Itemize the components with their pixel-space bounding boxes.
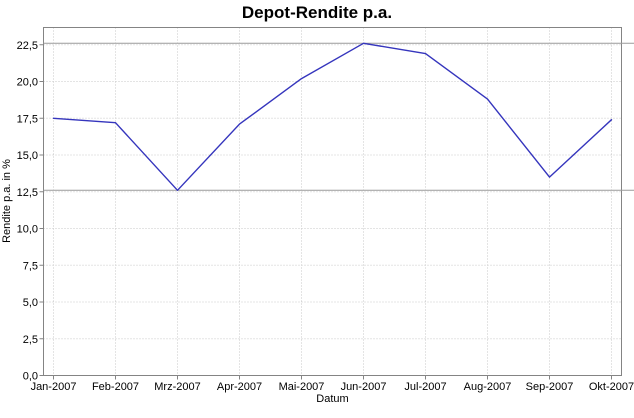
x-tick-label: Jan-2007 (31, 381, 77, 393)
x-tick-label: Okt-2007 (589, 381, 634, 393)
y-tick-label: 20,0 (17, 77, 38, 89)
x-tick-label: Feb-2007 (92, 381, 139, 393)
y-axis-title: Rendite p.a. in % (1, 159, 13, 243)
y-tick-label: 7,5 (23, 260, 38, 272)
x-axis-title: Datum (316, 393, 349, 405)
y-tick-label: 5,0 (23, 297, 38, 309)
x-tick-label: Aug-2007 (464, 381, 512, 393)
x-tick-label: Jul-2007 (404, 381, 446, 393)
y-tick-label: 12,5 (17, 187, 38, 199)
x-tick-label: Sep-2007 (526, 381, 574, 393)
y-tick-label: 10,0 (17, 224, 38, 236)
x-tick-label: Jun-2007 (341, 381, 387, 393)
y-tick-label: 0,0 (23, 371, 38, 383)
chart-title: Depot-Rendite p.a. (241, 3, 393, 22)
y-tick-label: 17,5 (17, 113, 38, 125)
x-tick-label: Mai-2007 (279, 381, 325, 393)
data-line (52, 42, 613, 192)
x-tick-label: Mrz-2007 (154, 381, 200, 393)
y-tick-label: 22,5 (17, 40, 38, 52)
y-tick-label: 2,5 (23, 334, 38, 346)
x-tick-label: Apr-2007 (217, 381, 262, 393)
y-tick-label: 15,0 (17, 150, 38, 162)
plot-border (43, 27, 622, 376)
